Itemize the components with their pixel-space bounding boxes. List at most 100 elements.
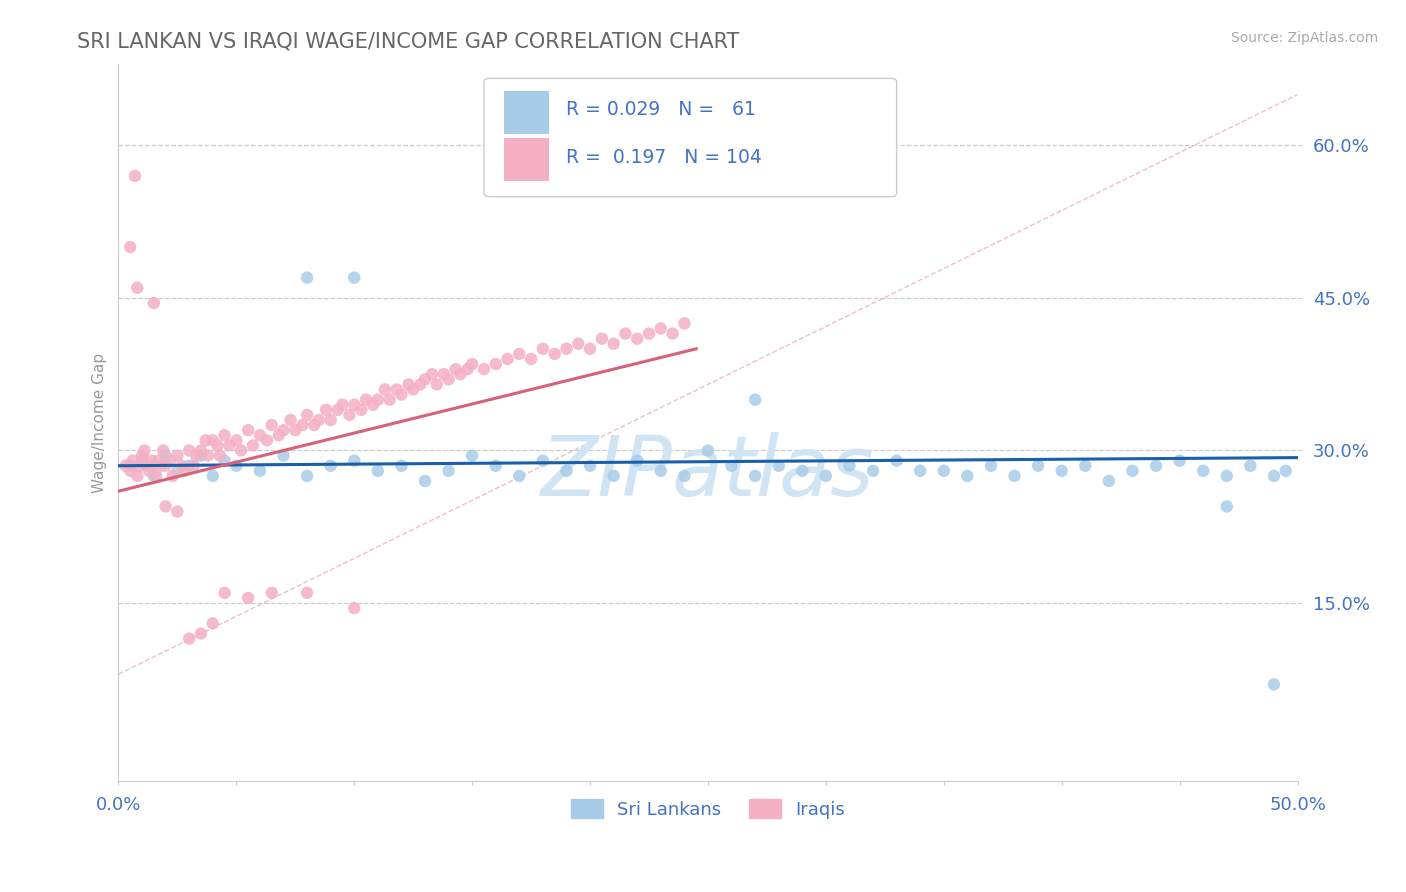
Point [159,453,181,467]
Point [673,317,696,331]
Point [661,326,683,341]
Point [567,336,589,351]
Point [152,443,174,458]
Point [792,464,814,478]
Point [291,418,314,433]
Point [437,372,460,386]
Point [1050,464,1073,478]
Point [142,469,165,483]
Point [426,377,449,392]
Text: R = 0.029   N =   61: R = 0.029 N = 61 [567,100,756,119]
Point [508,347,530,361]
Point [354,392,377,407]
Point [120,240,142,254]
Point [374,383,396,397]
Point [602,336,624,351]
Point [932,464,955,478]
Point [128,458,150,473]
Point [814,469,837,483]
Text: ZIPatlas: ZIPatlas [541,433,875,513]
Point [138,464,160,478]
FancyBboxPatch shape [484,78,897,197]
Point [236,591,259,605]
Point [744,469,766,483]
Text: R =  0.197   N = 104: R = 0.197 N = 104 [567,148,762,167]
Point [444,362,467,376]
Point [420,368,443,382]
Point [260,418,283,433]
Text: Source: ZipAtlas.com: Source: ZipAtlas.com [1230,31,1378,45]
Point [149,458,172,473]
Text: SRI LANKAN VS IRAQI WAGE/INCOME GAP CORRELATION CHART: SRI LANKAN VS IRAQI WAGE/INCOME GAP CORR… [77,31,740,51]
Point [1098,474,1121,488]
Point [172,458,194,473]
Point [343,453,366,467]
Point [284,423,307,437]
Point [461,357,484,371]
Point [343,601,366,615]
Point [367,392,389,407]
Point [361,398,384,412]
Point [768,458,790,473]
Point [485,458,508,473]
Point [1026,458,1049,473]
Point [485,357,508,371]
Point [520,351,543,366]
Point [456,362,478,376]
Point [155,458,177,473]
Point [886,453,908,467]
Point [1192,464,1215,478]
Point [433,368,456,382]
Point [229,443,252,458]
Point [531,342,554,356]
Point [280,413,302,427]
Point [179,458,201,473]
Point [697,443,720,458]
Point [155,449,177,463]
Point [591,332,613,346]
Point [862,464,884,478]
Point [173,464,195,478]
Point [162,469,184,483]
Legend: Sri Lankans, Iraqis: Sri Lankans, Iraqis [564,792,852,826]
Point [1239,458,1261,473]
Point [626,332,648,346]
Point [179,632,201,646]
Point [295,408,318,422]
Point [638,326,661,341]
Point [319,413,342,427]
Point [472,362,495,376]
Point [179,443,201,458]
Point [127,469,149,483]
Point [496,351,519,366]
Point [166,504,188,518]
Point [190,626,212,640]
Point [908,464,931,478]
Point [1168,453,1191,467]
Point [295,469,318,483]
Point [1216,469,1239,483]
Point [413,474,436,488]
Point [343,398,366,412]
Point [218,438,240,452]
Point [1216,500,1239,514]
Point [367,464,389,478]
Point [256,434,278,448]
Point [166,464,188,478]
Point [838,458,860,473]
Point [1074,458,1097,473]
Point [155,500,177,514]
Point [413,372,436,386]
Point [131,453,153,467]
Point [166,449,188,463]
Point [315,402,337,417]
Point [207,438,229,452]
Point [214,453,236,467]
Point [398,377,420,392]
Point [980,458,1002,473]
Point [194,434,217,448]
Point [201,616,224,631]
Point [295,586,318,600]
Point [148,453,170,467]
Point [142,296,165,310]
